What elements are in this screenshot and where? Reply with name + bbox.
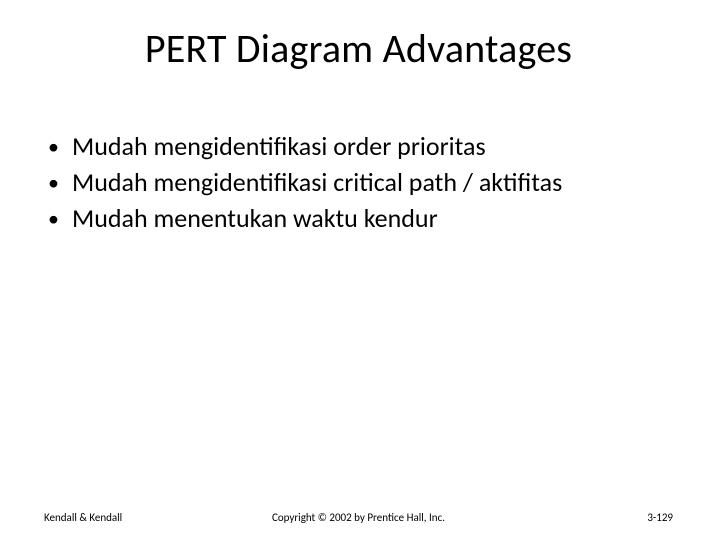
footer-copyright: Copyright © 2002 by Prentice Hall, Inc. — [44, 511, 673, 524]
bullet-list: • Mudah mengidentifikasi order prioritas… — [48, 130, 669, 235]
bullet-icon: • — [48, 130, 72, 163]
slide-title: PERT Diagram Advantages — [0, 24, 717, 73]
bullet-text: Mudah menentukan waktu kendur — [72, 202, 669, 236]
bullet-icon: • — [48, 166, 72, 199]
list-item: • Mudah mengidentifikasi order prioritas — [48, 130, 669, 164]
slide: PERT Diagram Advantages • Mudah mengiden… — [0, 0, 717, 538]
footer-page-number: 3-129 — [647, 511, 673, 524]
slide-footer: Kendall & Kendall Copyright © 2002 by Pr… — [44, 511, 673, 524]
list-item: • Mudah menentukan waktu kendur — [48, 202, 669, 236]
list-item: • Mudah mengidentifikasi critical path /… — [48, 166, 669, 200]
bullet-text: Mudah mengidentifikasi critical path / a… — [72, 166, 669, 200]
slide-body: • Mudah mengidentifikasi order prioritas… — [48, 130, 669, 237]
bullet-icon: • — [48, 202, 72, 235]
bullet-text: Mudah mengidentifikasi order prioritas — [72, 130, 669, 164]
